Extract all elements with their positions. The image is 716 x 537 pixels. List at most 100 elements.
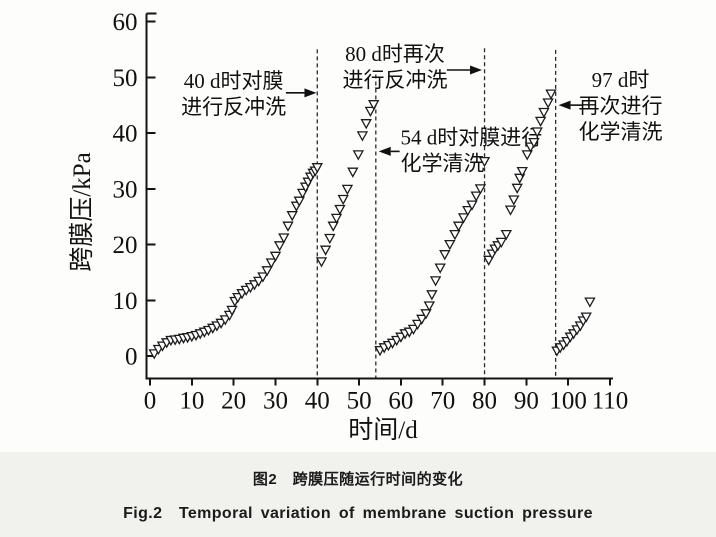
- axis-lines: [145, 13, 613, 380]
- x-tick-label: 100: [549, 388, 587, 415]
- data-point: [580, 312, 592, 323]
- y-axis-title: 跨膜压/kPa: [68, 152, 96, 271]
- x-tick-label: 110: [592, 388, 629, 415]
- data-point: [521, 150, 533, 161]
- data-point: [429, 276, 442, 287]
- data-point: [466, 200, 478, 211]
- data-point: [482, 255, 495, 266]
- data-point: [444, 239, 456, 251]
- x-tick-label: 30: [263, 388, 288, 415]
- data-point: [457, 213, 470, 224]
- data-point: [257, 272, 269, 283]
- data-point: [426, 290, 438, 301]
- data-point: [500, 229, 513, 241]
- data-point: [542, 98, 554, 109]
- y-tick-label: 40: [113, 121, 138, 148]
- data-point: [434, 263, 446, 274]
- annotation-text: 97 d时再次进行化学清洗: [578, 68, 662, 144]
- x-tick-label: 90: [514, 388, 539, 415]
- data-point: [252, 276, 265, 288]
- data-point: [407, 324, 420, 336]
- data-point: [341, 184, 354, 196]
- annotations: 40 d时对膜进行反冲洗 80 d时再次进行反冲洗 54 d时对膜进行化学清洗 97 …: [181, 42, 662, 175]
- data-point: [439, 250, 451, 261]
- data-point: [269, 251, 282, 262]
- data-point: [293, 196, 306, 207]
- data-point: [504, 205, 517, 216]
- caption-chinese: 图2 跨膜压随运行时间的变化: [252, 471, 464, 488]
- annotation-backwash-40d: 40 d时对膜进行反冲洗: [181, 69, 317, 119]
- annotation-text: 40 d时对膜进行反冲洗: [181, 69, 286, 119]
- data-point: [534, 116, 547, 128]
- annotation-arrowhead: [558, 100, 571, 110]
- data-point: [364, 106, 377, 118]
- data-point: [347, 167, 359, 178]
- data-point: [219, 315, 232, 326]
- caption-english: Fig.2 Temporal variation of membrane suc…: [123, 505, 593, 522]
- data-point: [311, 163, 324, 174]
- y-tick-label: 0: [125, 344, 138, 371]
- x-tick-label: 20: [221, 388, 246, 415]
- data-point: [462, 205, 474, 217]
- annotation-chemclean-54d: 54 d时对膜进行化学清洗: [378, 125, 542, 175]
- annotation-arrowhead: [470, 65, 483, 75]
- annotation-text: 54 d时对膜进行化学清洗: [400, 125, 542, 175]
- data-point: [337, 194, 349, 206]
- event-lines: [316, 48, 557, 378]
- x-tick-label: 70: [430, 388, 455, 415]
- data-point: [423, 301, 436, 312]
- data-point: [330, 213, 343, 225]
- data-point: [352, 150, 365, 161]
- data-point: [449, 229, 461, 241]
- data-point: [356, 131, 369, 142]
- data-point: [226, 305, 238, 317]
- axes: [145, 12, 613, 380]
- data-point: [508, 195, 520, 206]
- data-point: [319, 245, 332, 256]
- y-tick-label: 60: [113, 9, 138, 36]
- data-point: [528, 137, 540, 149]
- data-point: [286, 211, 298, 222]
- x-tick-label: 50: [347, 388, 372, 415]
- x-tick-label: 60: [388, 388, 413, 415]
- data-point: [327, 221, 339, 232]
- data-point: [452, 221, 465, 232]
- annotation-text: 80 d时再次进行反冲洗: [343, 42, 448, 92]
- data-point: [148, 349, 160, 360]
- data-point: [324, 233, 336, 245]
- y-tick-label: 20: [113, 232, 138, 259]
- data-point: [315, 257, 328, 268]
- annotation-arrowhead: [304, 88, 317, 98]
- series-跨膜压: [148, 89, 596, 360]
- chart-area: 0 10 20 30 40 50 60 0 10 20 30 40 50 60 70 80 90 100 110 时间…: [68, 9, 662, 444]
- x-tick-label: 80: [472, 388, 497, 415]
- data-point: [420, 309, 432, 320]
- data-point: [511, 183, 523, 194]
- figure-caption: 图2 跨膜压随运行时间的变化 Fig.2 Temporal variation …: [0, 452, 716, 537]
- y-tick-label: 30: [113, 176, 138, 203]
- data-point: [470, 191, 482, 202]
- y-tick-label: 50: [113, 65, 138, 92]
- data-point: [584, 297, 596, 308]
- data-point: [261, 266, 273, 277]
- data-point: [531, 127, 543, 138]
- tick-labels: 0 10 20 30 40 50 60 0 10 20 30 40 50 60 70 80 90 100 110: [113, 9, 629, 415]
- membrane-pressure-chart: 0 10 20 30 40 50 60 0 10 20 30 40 50 60 70 80 90 100 110 时间…: [68, 9, 662, 444]
- data-point: [282, 221, 294, 232]
- data-point: [360, 119, 372, 130]
- data-point: [516, 166, 528, 178]
- data-point: [478, 156, 491, 168]
- data-point: [265, 258, 278, 269]
- data-point: [545, 89, 557, 100]
- data-point: [538, 107, 550, 119]
- annotation-backwash-80d: 80 d时再次进行反冲洗: [343, 42, 483, 92]
- annotation-chemclean-97d: 97 d时再次进行化学清洗: [558, 68, 662, 144]
- data-point: [273, 241, 286, 252]
- data-point: [278, 233, 290, 244]
- data-point: [495, 237, 508, 249]
- data-point: [334, 204, 346, 216]
- x-tick-label: 40: [305, 388, 330, 415]
- data-point: [474, 184, 487, 195]
- data-point: [411, 319, 424, 331]
